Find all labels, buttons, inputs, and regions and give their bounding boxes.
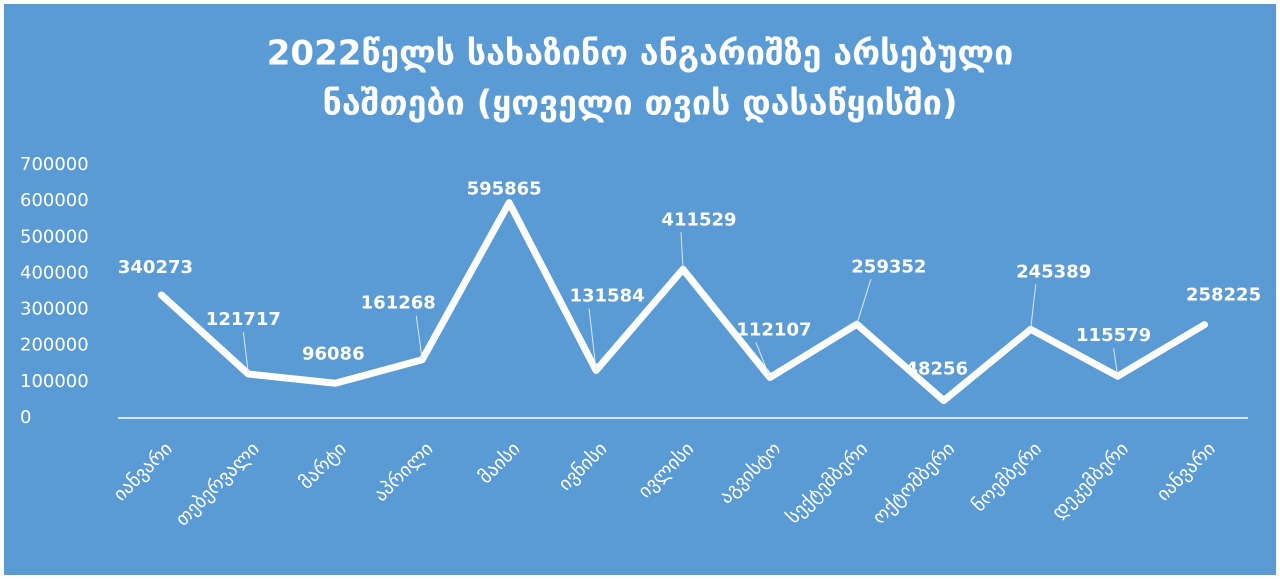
data-label: 112107 — [736, 319, 811, 340]
y-tick-label: 600000 — [20, 190, 89, 211]
leader-line — [680, 232, 684, 270]
data-label: 259352 — [851, 256, 926, 277]
y-tick-label: 500000 — [20, 226, 89, 247]
leader-line — [856, 279, 872, 325]
data-label: 411529 — [661, 209, 736, 230]
y-tick-label: 300000 — [20, 299, 89, 320]
leader-line — [1113, 348, 1119, 377]
data-label: 48256 — [905, 359, 968, 380]
data-label: 258225 — [1186, 285, 1261, 306]
data-label: 595865 — [467, 179, 542, 200]
leader-line — [1030, 284, 1037, 330]
y-tick-label: 400000 — [20, 262, 89, 283]
leader-line — [588, 308, 597, 371]
data-label: 245389 — [1016, 261, 1091, 282]
leader-line — [755, 342, 771, 378]
data-label: 340273 — [118, 257, 193, 278]
data-label: 115579 — [1076, 325, 1151, 346]
chart-background — [4, 4, 1276, 575]
y-tick-label: 200000 — [20, 335, 89, 356]
chart-title: 2022წელს სახაზინო ანგარიშზე არსებული — [267, 34, 1013, 74]
leader-line — [242, 331, 249, 375]
y-tick-label: 700000 — [20, 154, 89, 175]
data-label: 161268 — [361, 293, 436, 314]
data-label: 121717 — [206, 309, 281, 330]
data-label: 96086 — [302, 343, 365, 364]
chart-title: ნაშთები (ყოველი თვის დასაწყისში) — [323, 84, 958, 124]
y-tick-label: 0 — [20, 407, 31, 428]
leader-line — [415, 315, 423, 360]
y-tick-label: 100000 — [20, 371, 89, 392]
data-label: 131584 — [569, 285, 644, 306]
